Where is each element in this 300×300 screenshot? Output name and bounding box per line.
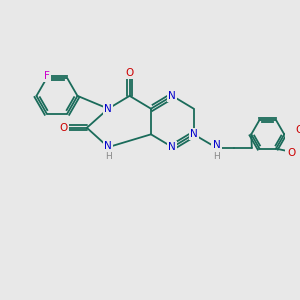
Text: N: N bbox=[213, 140, 220, 150]
Text: O: O bbox=[287, 148, 295, 158]
Text: N: N bbox=[169, 142, 176, 152]
Text: F: F bbox=[44, 71, 50, 81]
Text: O: O bbox=[59, 123, 68, 133]
Text: N: N bbox=[190, 129, 198, 139]
Text: N: N bbox=[104, 104, 112, 114]
Text: O: O bbox=[295, 125, 300, 135]
Text: O: O bbox=[125, 68, 134, 77]
Text: H: H bbox=[105, 152, 112, 161]
Text: N: N bbox=[104, 141, 112, 151]
Text: N: N bbox=[169, 91, 176, 101]
Text: H: H bbox=[213, 152, 220, 161]
